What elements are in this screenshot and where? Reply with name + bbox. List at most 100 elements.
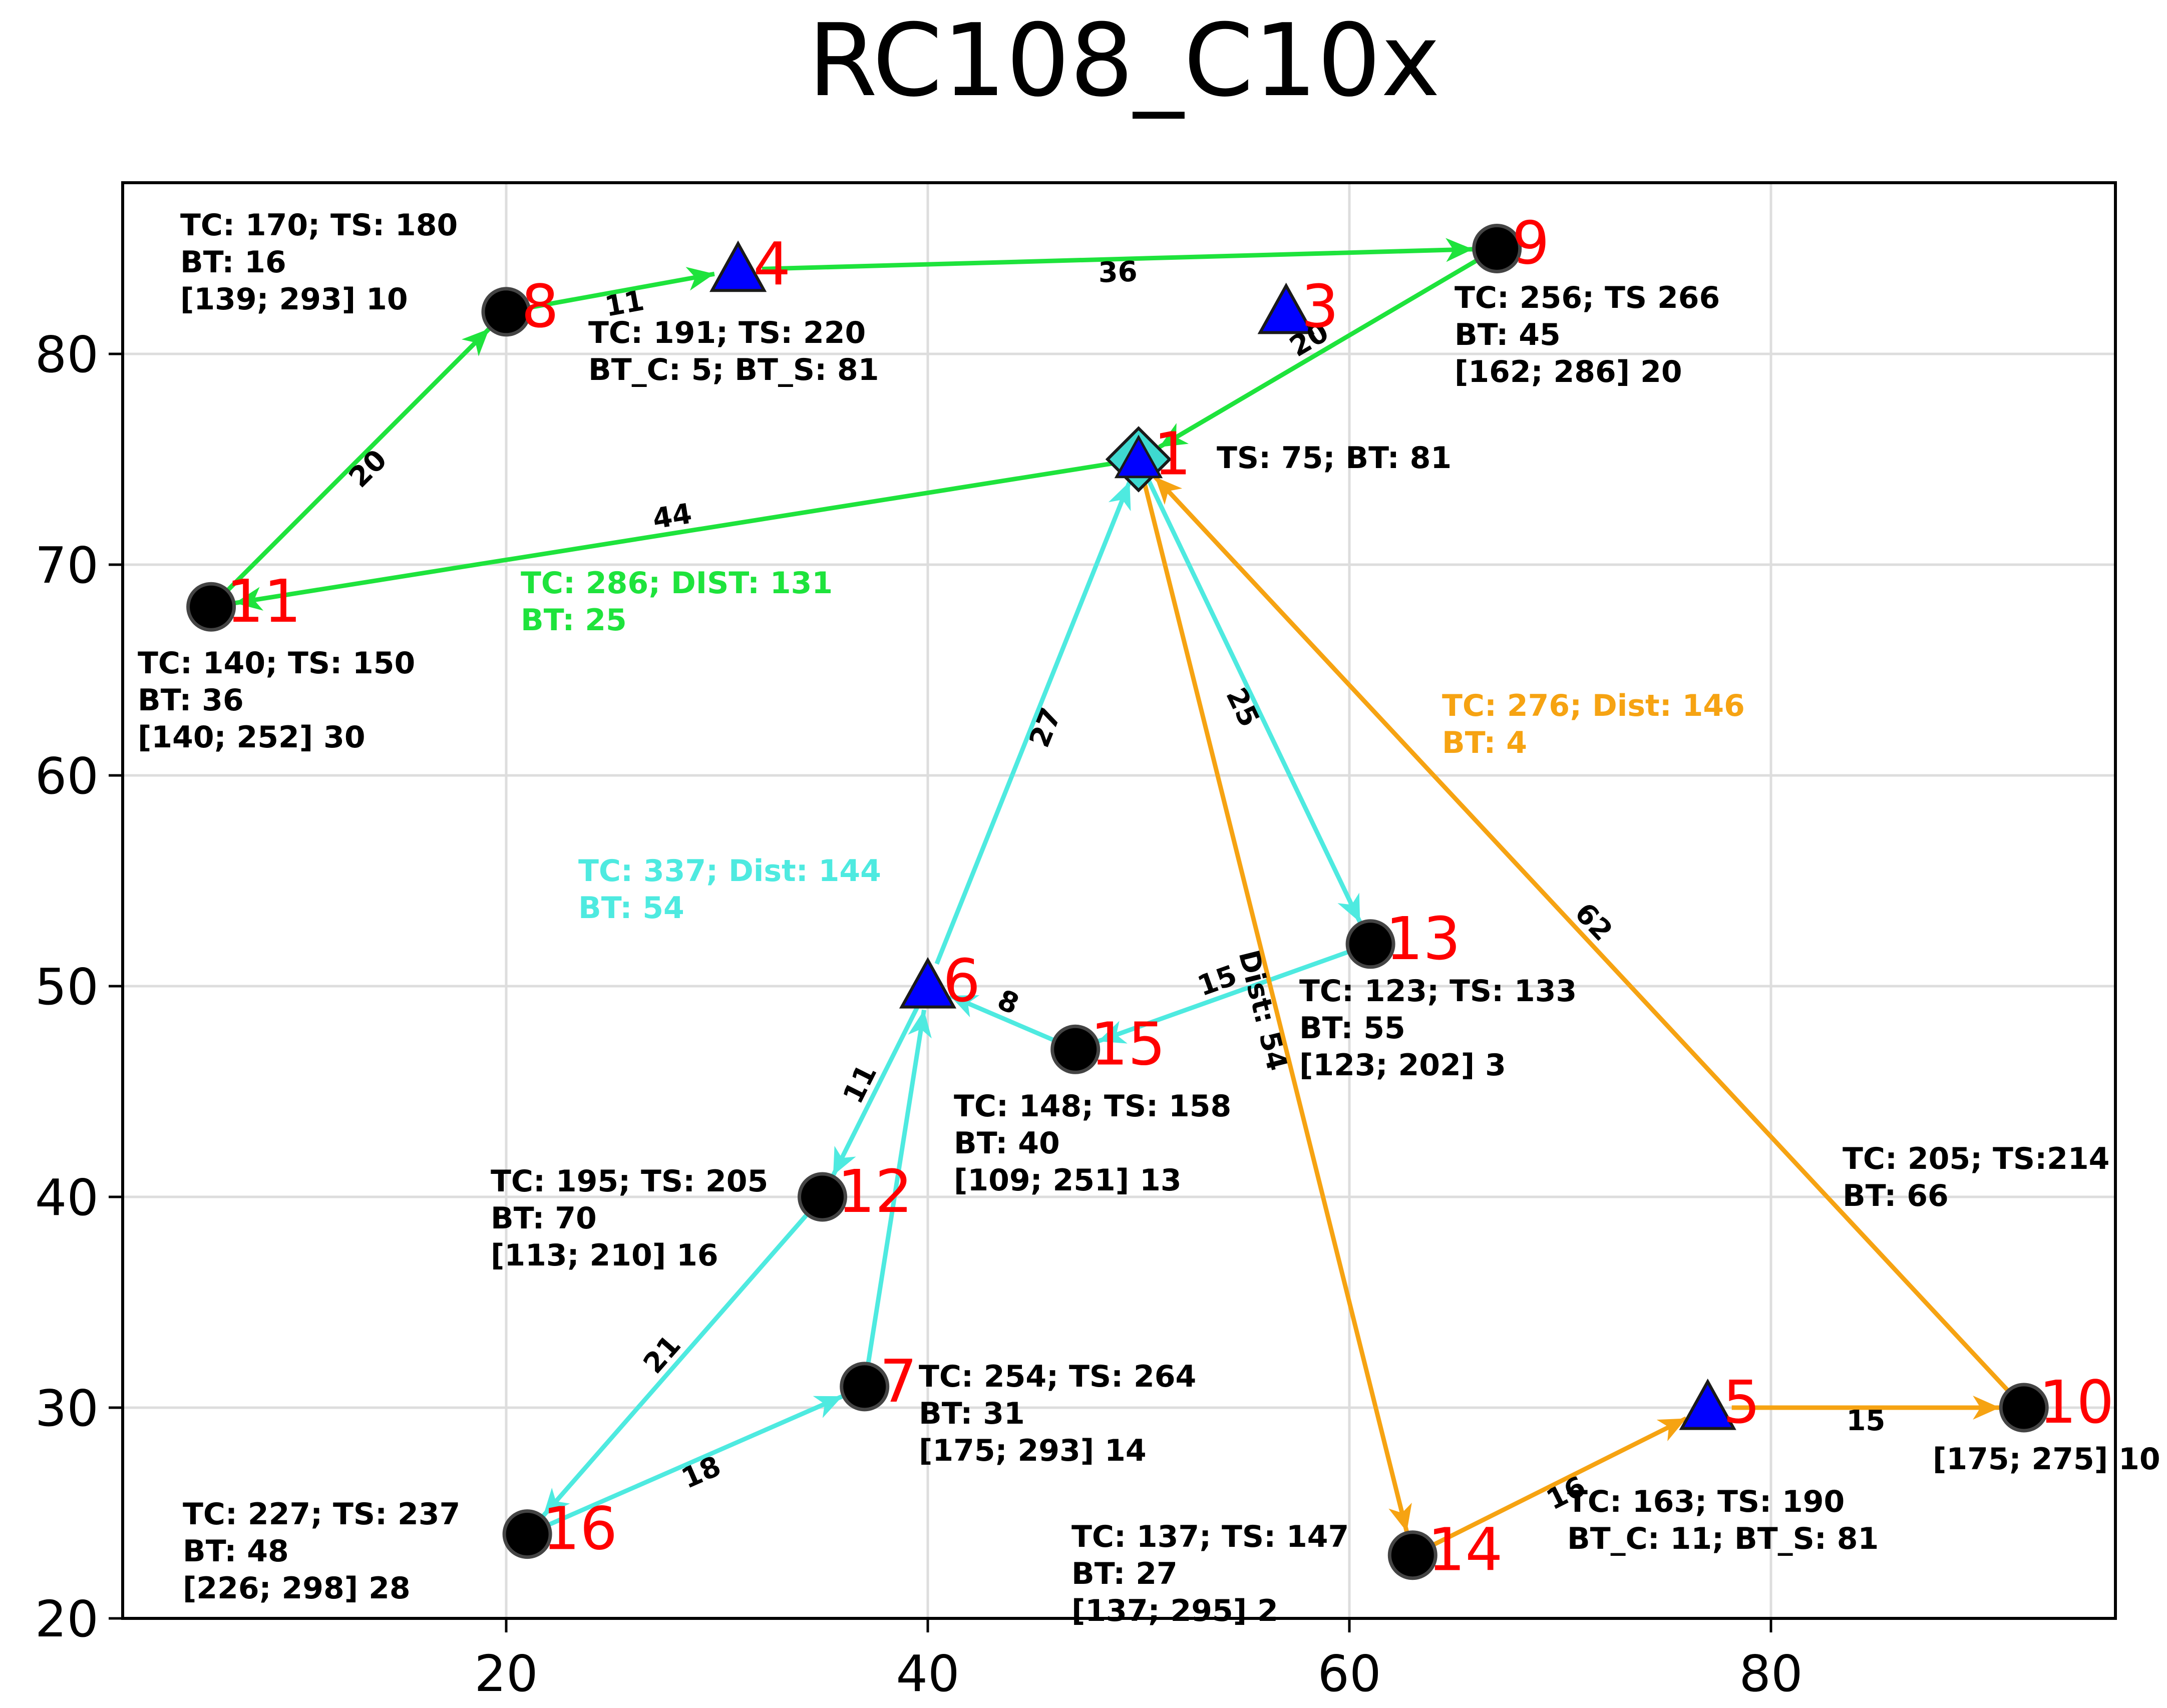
y-tick-label: 20 — [35, 1590, 99, 1648]
annotation-line: [226; 298] 28 — [183, 1571, 411, 1606]
route-edge-1-14 — [1142, 482, 1412, 1533]
route-edge-14-5 — [1433, 1416, 1687, 1547]
x-tick-label: 40 — [896, 1644, 959, 1703]
annotation-line: TC: 205; TS:214 — [1843, 1141, 2109, 1176]
node-id-label-13: 13 — [1385, 904, 1461, 973]
route-edge-13-15 — [1097, 950, 1349, 1044]
annotation-line: TC: 170; TS: 180 — [180, 208, 458, 243]
annotation-line: [123; 202] 3 — [1299, 1048, 1506, 1083]
node-id-label-4: 4 — [753, 230, 791, 299]
edge-label-5-10: 15 — [1846, 1405, 1885, 1437]
annotation-line: TC: 227; TS: 237 — [183, 1497, 460, 1532]
node-id-label-1: 1 — [1154, 419, 1191, 489]
route-edge-7-6 — [866, 1009, 932, 1364]
node-id-label-15: 15 — [1091, 1009, 1166, 1078]
node-id-label-8: 8 — [521, 272, 559, 341]
node-annotation-14: TC: 137; TS: 147 BT: 27 [137; 295] 2 — [1071, 1519, 1349, 1628]
annotation-line: BT: 27 — [1071, 1556, 1178, 1591]
node-annotation-10b: [175; 275] 10 — [1933, 1442, 2160, 1477]
node-id-label-10: 10 — [2039, 1368, 2114, 1437]
annotation-line: [139; 293] 10 — [180, 282, 408, 317]
node-id-label-7: 7 — [880, 1347, 917, 1416]
node-id-label-14: 14 — [1427, 1515, 1503, 1584]
chart-title: RC108_C10x — [808, 3, 1440, 119]
annotation-line: [113; 210] 16 — [491, 1238, 718, 1273]
x-tick-label: 20 — [474, 1644, 538, 1703]
edge-label-6-1: 27 — [1023, 703, 1068, 752]
annotation-line: [140; 252] 30 — [138, 720, 366, 755]
station-node-4 — [709, 240, 767, 292]
route-edge-12-16 — [541, 1213, 809, 1518]
node-annotation-13: TC: 123; TS: 133 BT: 55 [123; 202] 3 — [1299, 974, 1577, 1083]
station-node-6 — [899, 957, 957, 1009]
customer-node-12 — [798, 1172, 847, 1222]
customer-node-9 — [1472, 224, 1522, 273]
annotation-line: BT: 66 — [1843, 1178, 1949, 1213]
depot-station-marker-1 — [1114, 435, 1163, 479]
annotation-line: BT: 16 — [180, 245, 286, 280]
route-edges — [226, 238, 2009, 1547]
route-summary-line: BT: 54 — [578, 891, 684, 926]
route-summary-orange: TC: 276; Dist: 146 BT: 4 — [1442, 688, 1745, 760]
annotation-line: TC: 148; TS: 158 — [954, 1089, 1231, 1124]
annotation-line: [109; 251] 13 — [954, 1163, 1182, 1198]
annotation-line: TC: 191; TS: 220 — [588, 315, 866, 350]
y-tick-label: 80 — [35, 325, 99, 384]
route-edge-9-1 — [1158, 258, 1478, 450]
x-tick-label: 60 — [1317, 1644, 1381, 1703]
y-tick-label: 40 — [35, 1168, 99, 1227]
customer-node-8 — [481, 287, 531, 337]
customer-node-15 — [1050, 1024, 1101, 1074]
node-annotation-12: TC: 195; TS: 205 BT: 70 [113; 210] 16 — [491, 1164, 768, 1273]
route-edge-1-11 — [234, 461, 1116, 611]
annotation-line: BT: 40 — [954, 1126, 1060, 1161]
node-annotation-4: TC: 191; TS: 220 BT_C: 5; BT_S: 81 — [588, 315, 879, 387]
edge-label-11-8: 20 — [343, 444, 394, 494]
customer-node-14 — [1387, 1530, 1437, 1580]
node-annotation-10a: TC: 205; TS:214 BT: 66 — [1843, 1141, 2109, 1213]
edge-label-8-4: 11 — [602, 284, 646, 323]
annotation-line: TC: 140; TS: 150 — [138, 646, 415, 681]
node-id-label-16: 16 — [542, 1494, 617, 1563]
edge-label-1-13: 25 — [1219, 683, 1265, 732]
annotation-line: TS: 75; BT: 81 — [1217, 441, 1452, 476]
x-tick-label: 80 — [1739, 1644, 1802, 1703]
annotation-line: BT: 36 — [138, 683, 244, 718]
annotation-line: BT: 48 — [183, 1534, 289, 1569]
route-edge-6-1 — [934, 481, 1132, 965]
node-annotation-1: TS: 75; BT: 81 — [1217, 441, 1452, 476]
customer-node-7 — [840, 1362, 890, 1412]
annotation-line: [175; 275] 10 — [1933, 1442, 2160, 1477]
annotation-line: TC: 256; TS 266 — [1455, 280, 1720, 315]
station-node-3 — [1257, 282, 1315, 334]
y-tick-label: 60 — [35, 747, 99, 805]
node-annotation-5: TC: 163; TS: 190 BT_C: 11; BT_S: 81 — [1567, 1484, 1879, 1556]
edge-label-10-1: 62 — [1568, 897, 1619, 947]
plot-frame — [121, 181, 2117, 1620]
customer-node-13 — [1345, 919, 1395, 969]
node-id-label-5: 5 — [1723, 1368, 1760, 1437]
route-summary-line: BT: 4 — [1442, 725, 1527, 760]
annotation-line: BT_C: 5; BT_S: 81 — [588, 352, 879, 387]
annotation-line: TC: 195; TS: 205 — [491, 1164, 768, 1199]
node-id-label-12: 12 — [838, 1157, 913, 1226]
route-edge-16-7 — [548, 1394, 844, 1527]
node-id-label-3: 3 — [1301, 272, 1339, 341]
route-summary-line: TC: 337; Dist: 144 — [578, 853, 881, 889]
route-edge-15-6 — [949, 993, 1054, 1042]
node-annotation-8: TC: 170; TS: 180 BT: 16 [139; 293] 10 — [180, 208, 458, 317]
annotation-line: BT: 45 — [1455, 317, 1561, 352]
y-tick-label: 30 — [35, 1379, 99, 1438]
edge-label-12-16: 21 — [637, 1329, 687, 1380]
node-id-label-6: 6 — [943, 946, 980, 1015]
annotation-line: TC: 254; TS: 264 — [919, 1359, 1196, 1394]
annotation-line: BT: 55 — [1299, 1011, 1405, 1046]
customer-node-10 — [1999, 1383, 2049, 1433]
node-id-label-9: 9 — [1512, 209, 1550, 278]
annotation-line: TC: 137; TS: 147 — [1071, 1519, 1349, 1554]
route-edge-10-1 — [1153, 475, 2009, 1392]
annotation-line: [162; 286] 20 — [1455, 354, 1682, 389]
node-annotation-16: TC: 227; TS: 237 BT: 48 [226; 298] 28 — [183, 1497, 460, 1606]
annotation-line: [137; 295] 2 — [1071, 1593, 1278, 1628]
customer-node-16 — [502, 1509, 552, 1559]
